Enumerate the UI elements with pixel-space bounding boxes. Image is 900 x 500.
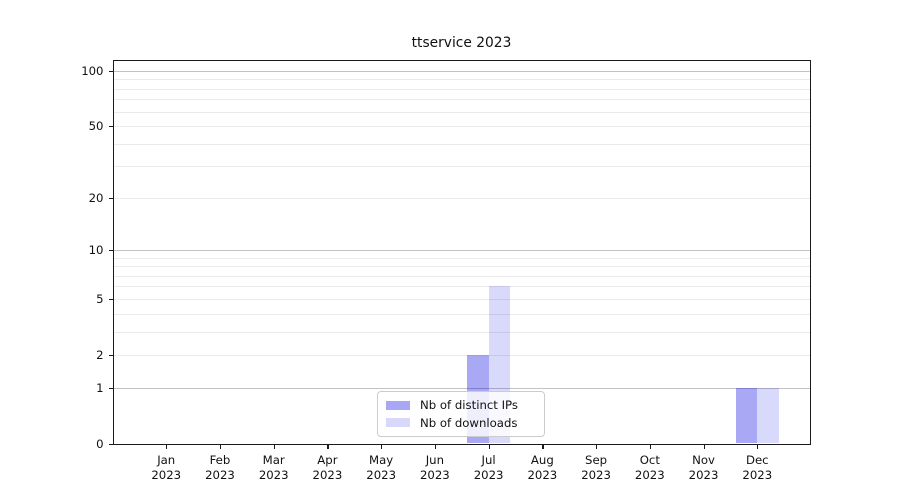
y-tick-label-50: 50 [88, 119, 104, 134]
x-tick-label-oct: Oct 2023 [620, 453, 680, 484]
y-tick-mark [108, 70, 113, 73]
y-tick-label-5: 5 [96, 291, 104, 306]
bar-nb-of-distinct-ips-dec [735, 387, 758, 444]
gridline-minor-60 [113, 111, 810, 113]
y-tick-mark [108, 354, 113, 356]
x-tick-month: Feb [209, 452, 231, 467]
x-tick-mark [542, 444, 544, 449]
gridline-minor-4 [113, 313, 810, 315]
x-tick-year: 2023 [312, 468, 343, 482]
x-tick-label-jun: Jun 2023 [405, 453, 465, 484]
legend-item-nb-of-distinct-ips: Nb of distinct IPs [386, 397, 536, 415]
legend-label: Nb of distinct IPs [420, 398, 518, 413]
x-tick-month: Oct [639, 452, 660, 467]
gridline-minor-70 [113, 99, 810, 101]
x-tick-month: Jan [157, 452, 176, 467]
y-tick-mark [108, 126, 113, 128]
x-tick-year: 2023 [473, 468, 504, 482]
x-tick-mark [327, 444, 329, 449]
gridline-minor-9 [113, 257, 810, 259]
plot-area [112, 59, 811, 445]
x-tick-year: 2023 [527, 468, 558, 482]
x-tick-month: Apr [317, 452, 338, 467]
x-tick-label-dec: Dec 2023 [727, 453, 787, 484]
x-tick-label-apr: Apr 2023 [297, 453, 357, 484]
gridline-minor-80 [113, 88, 810, 90]
x-tick-label-jan: Jan 2023 [136, 453, 196, 484]
x-tick-label-sep: Sep 2023 [566, 453, 626, 484]
gridline-minor-3 [113, 331, 810, 333]
chart-title: ttservice 2023 [411, 35, 512, 51]
x-tick-year: 2023 [258, 468, 289, 482]
x-tick-label-feb: Feb 2023 [190, 453, 250, 484]
x-tick-year: 2023 [634, 468, 665, 482]
x-tick-year: 2023 [742, 468, 773, 482]
x-tick-label-jul: Jul 2023 [459, 453, 519, 484]
legend: Nb of distinct IPs Nb of downloads [377, 391, 545, 437]
y-tick-mark [108, 249, 113, 252]
x-tick-year: 2023 [688, 468, 719, 482]
x-tick-mark [703, 444, 705, 449]
y-tick-label-100: 100 [81, 63, 104, 78]
gridline-major-100 [113, 70, 810, 72]
y-tick-label-1: 1 [96, 380, 104, 395]
y-tick-label-2: 2 [96, 347, 104, 362]
gridline-major-1 [113, 387, 810, 389]
x-tick-mark [596, 444, 598, 449]
x-tick-mark [166, 444, 168, 449]
x-tick-mark [757, 444, 759, 449]
gridline-minor-2 [113, 354, 810, 356]
x-tick-year: 2023 [205, 468, 235, 482]
x-tick-month: Sep [585, 452, 608, 467]
x-tick-label-aug: Aug 2023 [512, 453, 572, 484]
y-tick-label-0: 0 [96, 436, 104, 451]
legend-label: Nb of downloads [420, 415, 518, 430]
x-tick-month: May [369, 452, 394, 467]
x-tick-month: Aug [530, 452, 554, 467]
legend-swatch-nb-of-distinct-ips [386, 400, 410, 410]
x-tick-mark [434, 444, 437, 449]
x-tick-month: Nov [692, 452, 715, 467]
y-tick-mark [108, 443, 113, 445]
gridline-major-10 [113, 249, 810, 251]
y-tick-label-20: 20 [88, 190, 104, 205]
y-tick-label-10: 10 [88, 242, 104, 257]
gridline-minor-5 [113, 298, 810, 300]
gridline-minor-8 [113, 266, 810, 268]
gridline-minor-30 [113, 166, 810, 168]
x-tick-year: 2023 [366, 468, 397, 482]
legend-swatch-nb-of-downloads [386, 418, 410, 428]
x-tick-label-may: May 2023 [351, 453, 411, 484]
legend-item-nb-of-downloads: Nb of downloads [386, 414, 536, 432]
x-tick-mark [381, 444, 383, 449]
x-tick-mark [219, 444, 222, 449]
x-tick-month: Mar [262, 452, 285, 467]
bar-nb-of-downloads-dec [757, 387, 779, 444]
x-tick-year: 2023 [420, 468, 450, 482]
gridline-minor-50 [113, 126, 810, 128]
x-tick-month: Jul [481, 452, 496, 467]
gridline-minor-40 [113, 143, 810, 145]
x-tick-label-nov: Nov 2023 [674, 453, 734, 484]
y-tick-mark [108, 298, 113, 301]
x-tick-month: Jun [425, 452, 444, 467]
gridline-minor-7 [113, 275, 810, 277]
x-tick-mark [273, 444, 275, 449]
y-tick-mark [108, 387, 113, 389]
gridline-minor-90 [113, 79, 810, 81]
x-tick-mark [649, 444, 651, 449]
x-tick-label-mar: Mar 2023 [244, 453, 304, 484]
x-tick-mark [488, 444, 490, 449]
gridline-minor-6 [113, 286, 810, 288]
y-tick-mark [108, 197, 113, 199]
gridline-minor-20 [113, 197, 810, 199]
x-tick-year: 2023 [151, 468, 182, 482]
x-tick-month: Dec [745, 452, 769, 467]
x-tick-year: 2023 [581, 468, 611, 482]
